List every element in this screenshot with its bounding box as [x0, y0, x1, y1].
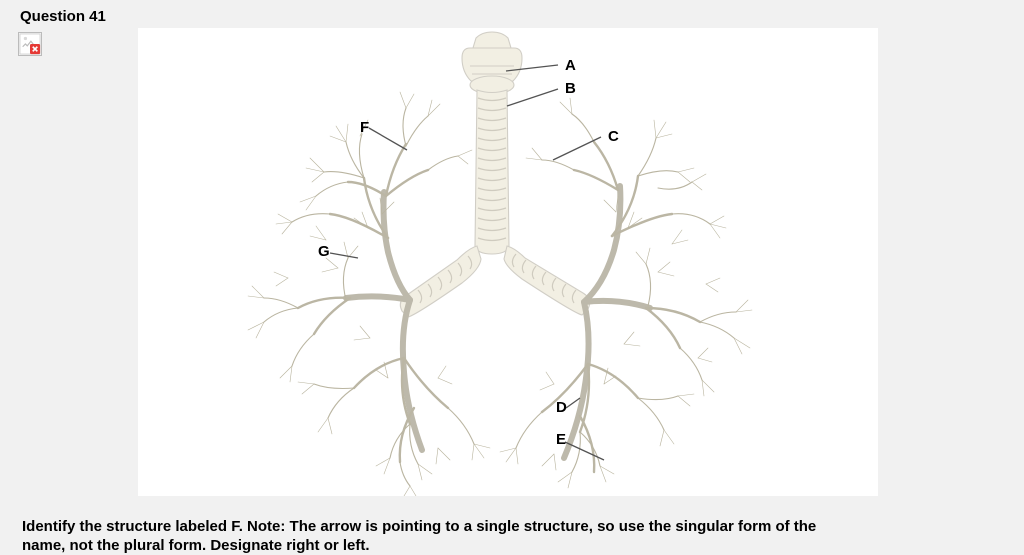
label-D: D	[556, 399, 567, 416]
larynx	[462, 32, 522, 94]
bronchial-tree-svg: A B C D E F G	[138, 28, 878, 496]
label-C: C	[608, 128, 619, 145]
diagram-figure: A B C D E F G	[138, 28, 878, 496]
question-prompt-line1: Identify the structure labeled F. Note: …	[22, 518, 816, 535]
right-bronchial-tree	[248, 92, 490, 496]
label-E: E	[556, 431, 566, 448]
label-G: G	[318, 243, 330, 260]
broken-image-icon	[18, 32, 42, 56]
label-A: A	[565, 57, 576, 74]
label-B: B	[565, 80, 576, 97]
trachea	[475, 90, 509, 254]
question-number-header: Question 41	[20, 8, 106, 25]
question-prompt: Identify the structure labeled F. Note: …	[22, 517, 1002, 555]
main-bronchi	[400, 246, 589, 317]
left-bronchial-tree	[500, 98, 752, 488]
question-prompt-line2: name, not the plural form. Designate rig…	[22, 537, 370, 554]
label-F: F	[360, 119, 369, 136]
